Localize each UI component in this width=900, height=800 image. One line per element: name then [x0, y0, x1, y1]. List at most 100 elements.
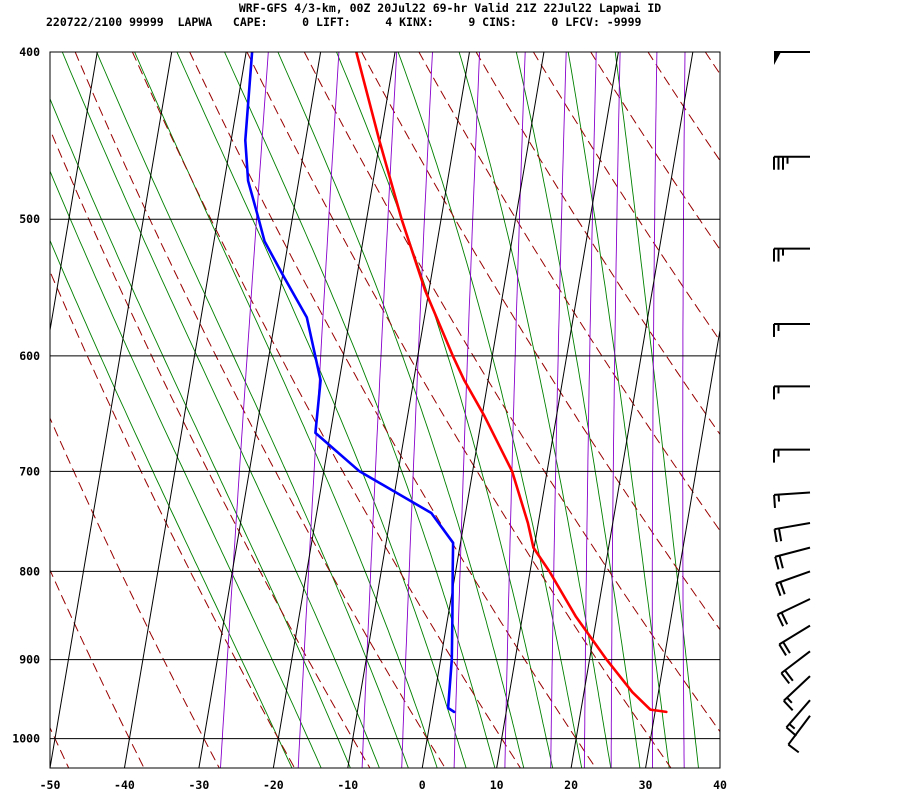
moist-adiabat: [277, 52, 525, 768]
wind-barb: [776, 598, 811, 627]
isotherm-line: [719, 765, 720, 768]
barb-full: [780, 612, 789, 625]
dry-adiabat: [704, 52, 720, 75]
wind-barbs: [773, 51, 811, 754]
dry-adiabat: [50, 128, 371, 768]
barb-flag: [774, 52, 781, 65]
barb-half: [788, 723, 796, 730]
wind-barb: [778, 624, 811, 656]
mixing-ratio-lines: [220, 52, 686, 768]
wind-barb: [773, 247, 810, 262]
wind-barb: [780, 650, 811, 685]
moist-adiabat: [50, 97, 351, 768]
wind-barb: [787, 715, 811, 754]
barb-full: [774, 556, 780, 570]
moist-adiabat: [458, 52, 612, 768]
moist-adiabat: [515, 52, 641, 768]
mixing-ratio-line: [504, 52, 526, 768]
moist-adiabat: [50, 239, 293, 768]
dry-adiabat: [131, 52, 521, 768]
isotherm-line: [123, 52, 247, 768]
dry-adiabat: [50, 270, 296, 768]
moist-adiabat: [96, 52, 409, 768]
x-tick-label: 0: [419, 778, 426, 792]
moist-adiabat: [614, 52, 699, 768]
mixing-ratio-line: [610, 52, 621, 768]
mixing-ratio-line: [220, 52, 269, 768]
moist-adiabat: [336, 52, 554, 768]
pressure-tick-label: 900: [19, 653, 40, 667]
barb-full: [777, 528, 783, 542]
dewpoint-trace: [244, 52, 456, 714]
isotherm-line: [347, 52, 470, 768]
barb-staff: [787, 715, 811, 746]
barb-full: [776, 614, 785, 627]
isotherm-line: [50, 52, 98, 334]
isotherm-line: [272, 52, 396, 768]
isotherm-line: [421, 52, 545, 768]
barb-full: [782, 641, 791, 654]
barb-full: [783, 700, 794, 711]
moist-adiabat: [176, 52, 467, 768]
barb-staff: [774, 491, 811, 496]
pressure-tick-labels: 400 500 600 700 800 900 1000: [12, 45, 40, 746]
plot-frame: [49, 51, 721, 769]
barb-staff: [785, 699, 811, 729]
dry-adiabat: [50, 417, 220, 768]
dry-adiabat: [246, 52, 672, 768]
x-tick-label: 30: [639, 778, 653, 792]
sounding-stats: 220722/2100 99999 LAPWA CAPE: 0 LIFT: 4 …: [46, 15, 642, 29]
wind-barb: [773, 385, 810, 400]
wind-barb: [773, 522, 811, 543]
wind-barb: [773, 155, 810, 170]
isobar-isotherm-grid: [50, 52, 900, 768]
mixing-ratio-line: [297, 52, 340, 768]
isotherm-line: [570, 52, 694, 768]
mixing-ratio-line: [361, 52, 398, 768]
barb-full: [779, 581, 786, 595]
barb-staff: [774, 522, 811, 531]
wind-barb: [774, 51, 810, 65]
x-tick-label: -40: [114, 778, 135, 792]
pressure-tick-label: 700: [19, 464, 40, 478]
temperature-trace: [354, 52, 668, 714]
sounding-traces: [244, 52, 668, 714]
isotherm-line: [50, 52, 173, 768]
dry-adiabat: [189, 52, 597, 768]
mixing-ratio-line: [682, 52, 686, 768]
dry-adiabat: [74, 52, 446, 768]
x-tick-label: -10: [337, 778, 358, 792]
wind-barb: [774, 546, 811, 570]
barb-staff: [774, 546, 811, 558]
isotherm-line: [869, 52, 900, 768]
moist-adiabat: [224, 52, 496, 768]
wind-barb: [783, 675, 811, 711]
x-tick-label: 20: [564, 778, 578, 792]
wind-barb: [773, 322, 810, 337]
pressure-tick-label: 1000: [12, 732, 40, 746]
wind-barb: [773, 448, 810, 463]
x-tick-label: -20: [263, 778, 284, 792]
isotherm-line: [198, 52, 322, 768]
x-tick-labels: -50 -40 -30 -20 -10 0 10 20 30 40: [40, 778, 727, 792]
dry-adiabat: [418, 52, 720, 532]
barb-full: [778, 555, 784, 569]
dry-adiabat: [475, 52, 720, 436]
moist-adiabat: [50, 170, 322, 768]
x-tick-label: 10: [490, 778, 504, 792]
barb-full: [778, 643, 787, 656]
mixing-ratio-line: [550, 52, 567, 768]
dry-adiabat: [361, 52, 720, 631]
barb-full: [773, 494, 776, 508]
barb-full: [785, 726, 797, 737]
barb-staff: [778, 624, 811, 646]
x-tick-label: -50: [40, 778, 61, 792]
isotherm-line: [794, 52, 900, 768]
chart-title: WRF-GFS 4/3-km, 00Z 20Jul22 69-hr Valid …: [238, 1, 662, 15]
pressure-tick-label: 600: [19, 349, 40, 363]
barb-staff: [780, 650, 811, 674]
moist-adiabat: [397, 52, 583, 768]
x-tick-label: 40: [713, 778, 727, 792]
barb-staff: [775, 570, 811, 585]
wind-barb: [785, 699, 811, 737]
